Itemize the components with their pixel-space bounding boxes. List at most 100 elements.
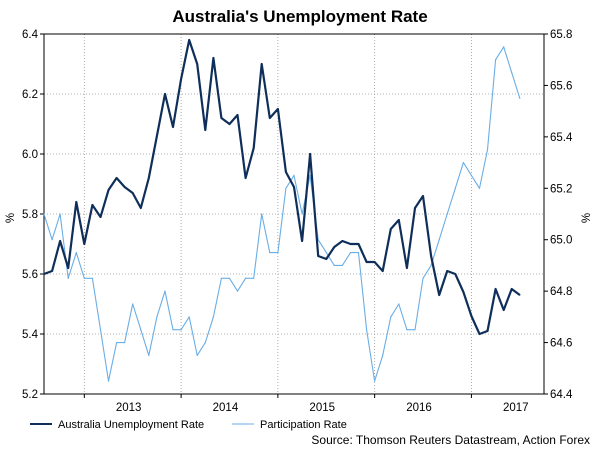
data-point-participation-rate <box>59 213 61 215</box>
data-point-participation-rate <box>357 252 360 254</box>
data-point-participation-rate <box>422 277 424 279</box>
data-point-participation-rate <box>511 72 513 74</box>
data-point-australia-unemployment-rate <box>220 117 222 119</box>
right-tick-label: 65.0 <box>550 235 572 247</box>
x-tick-label: 2015 <box>309 402 335 414</box>
right-tick-label: 65.8 <box>550 29 572 41</box>
legend-label-participation: Participation Rate <box>260 419 347 431</box>
data-point-participation-rate <box>261 213 263 215</box>
data-point-australia-unemployment-rate <box>99 216 102 218</box>
left-tick-label: 5.2 <box>22 389 38 401</box>
data-point-australia-unemployment-rate <box>430 255 432 257</box>
legend: Australia Unemployment Rate Participatio… <box>30 419 347 431</box>
left-tick-label: 5.6 <box>22 269 38 281</box>
data-point-australia-unemployment-rate <box>357 243 360 245</box>
data-point-australia-unemployment-rate <box>470 315 472 317</box>
data-point-australia-unemployment-rate <box>333 246 335 248</box>
data-point-participation-rate <box>325 252 327 254</box>
right-axis-label: % <box>581 213 593 223</box>
data-point-participation-rate <box>148 354 150 356</box>
data-point-participation-rate <box>132 303 134 305</box>
data-point-participation-rate <box>309 174 311 176</box>
data-point-australia-unemployment-rate <box>446 270 448 272</box>
data-point-australia-unemployment-rate <box>188 39 190 41</box>
data-point-participation-rate <box>293 174 295 176</box>
right-tick-label: 64.8 <box>550 286 572 298</box>
data-point-australia-unemployment-rate <box>374 261 376 263</box>
data-point-australia-unemployment-rate <box>366 261 368 263</box>
data-point-participation-rate <box>414 329 416 331</box>
left-tick-label: 6.2 <box>22 89 38 101</box>
data-point-australia-unemployment-rate <box>107 189 110 191</box>
data-point-participation-rate <box>430 264 432 266</box>
data-point-participation-rate <box>83 277 85 279</box>
gridlines <box>44 33 544 395</box>
data-point-participation-rate <box>51 239 53 241</box>
data-point-participation-rate <box>478 187 481 189</box>
data-point-australia-unemployment-rate <box>406 267 408 269</box>
data-point-australia-unemployment-rate <box>454 273 456 275</box>
right-tick-label: 65.6 <box>550 80 572 92</box>
data-point-australia-unemployment-rate <box>293 186 295 188</box>
data-point-australia-unemployment-rate <box>43 273 45 275</box>
data-point-australia-unemployment-rate <box>285 171 287 173</box>
data-point-australia-unemployment-rate <box>349 243 352 245</box>
legend-label-unemployment: Australia Unemployment Rate <box>58 419 204 431</box>
data-point-participation-rate <box>333 264 335 266</box>
data-point-participation-rate <box>75 252 77 254</box>
data-point-participation-rate <box>99 329 102 331</box>
data-point-australia-unemployment-rate <box>325 258 327 260</box>
data-point-australia-unemployment-rate <box>204 129 206 131</box>
data-point-australia-unemployment-rate <box>261 63 263 65</box>
data-point-participation-rate <box>277 252 279 254</box>
data-point-participation-rate <box>269 252 271 254</box>
data-point-australia-unemployment-rate <box>341 240 343 242</box>
data-point-australia-unemployment-rate <box>382 270 384 272</box>
left-tick-label: 5.8 <box>22 209 38 221</box>
series-line-participation-rate <box>43 46 521 382</box>
data-point-australia-unemployment-rate <box>148 177 150 179</box>
left-axis: 6.4 6.2 6.0 5.8 5.6 5.4 5.2 <box>22 29 44 401</box>
series-lines <box>43 38 521 382</box>
data-point-australia-unemployment-rate <box>511 288 513 290</box>
x-tick-label: 2016 <box>406 402 432 414</box>
left-tick-label: 6.4 <box>22 29 39 41</box>
data-point-australia-unemployment-rate <box>116 177 118 179</box>
data-point-participation-rate <box>172 329 174 331</box>
data-point-participation-rate <box>228 277 231 279</box>
data-point-participation-rate <box>220 277 222 279</box>
data-point-participation-rate <box>495 59 497 61</box>
data-point-australia-unemployment-rate <box>422 195 424 197</box>
x-axis: 2013 2014 2015 2016 2017 <box>83 394 529 414</box>
x-tick-label: 2014 <box>213 402 239 414</box>
data-point-participation-rate <box>462 162 464 164</box>
chart-title: Australia's Unemployment Rate <box>172 7 427 26</box>
data-point-australia-unemployment-rate <box>59 240 61 242</box>
data-point-participation-rate <box>180 329 182 331</box>
data-point-participation-rate <box>236 290 239 292</box>
data-point-australia-unemployment-rate <box>132 192 134 194</box>
data-point-participation-rate <box>107 380 110 382</box>
data-point-participation-rate <box>140 329 142 331</box>
data-point-australia-unemployment-rate <box>51 270 53 272</box>
data-point-australia-unemployment-rate <box>124 186 126 188</box>
data-point-participation-rate <box>454 187 456 189</box>
x-tick-label: 2013 <box>116 402 142 414</box>
data-point-participation-rate <box>204 342 206 344</box>
data-point-participation-rate <box>43 213 45 215</box>
left-tick-label: 6.0 <box>22 149 38 161</box>
data-point-participation-rate <box>503 46 505 48</box>
data-point-participation-rate <box>156 316 158 318</box>
data-point-australia-unemployment-rate <box>301 240 303 242</box>
left-axis-label: % <box>5 213 17 223</box>
data-point-australia-unemployment-rate <box>398 219 400 221</box>
data-point-participation-rate <box>374 380 376 382</box>
data-point-australia-unemployment-rate <box>462 291 464 293</box>
data-point-participation-rate <box>91 277 93 279</box>
data-point-australia-unemployment-rate <box>228 123 231 125</box>
data-point-australia-unemployment-rate <box>519 294 521 296</box>
data-point-participation-rate <box>366 329 368 331</box>
data-point-participation-rate <box>470 174 472 176</box>
data-point-australia-unemployment-rate <box>180 78 182 80</box>
